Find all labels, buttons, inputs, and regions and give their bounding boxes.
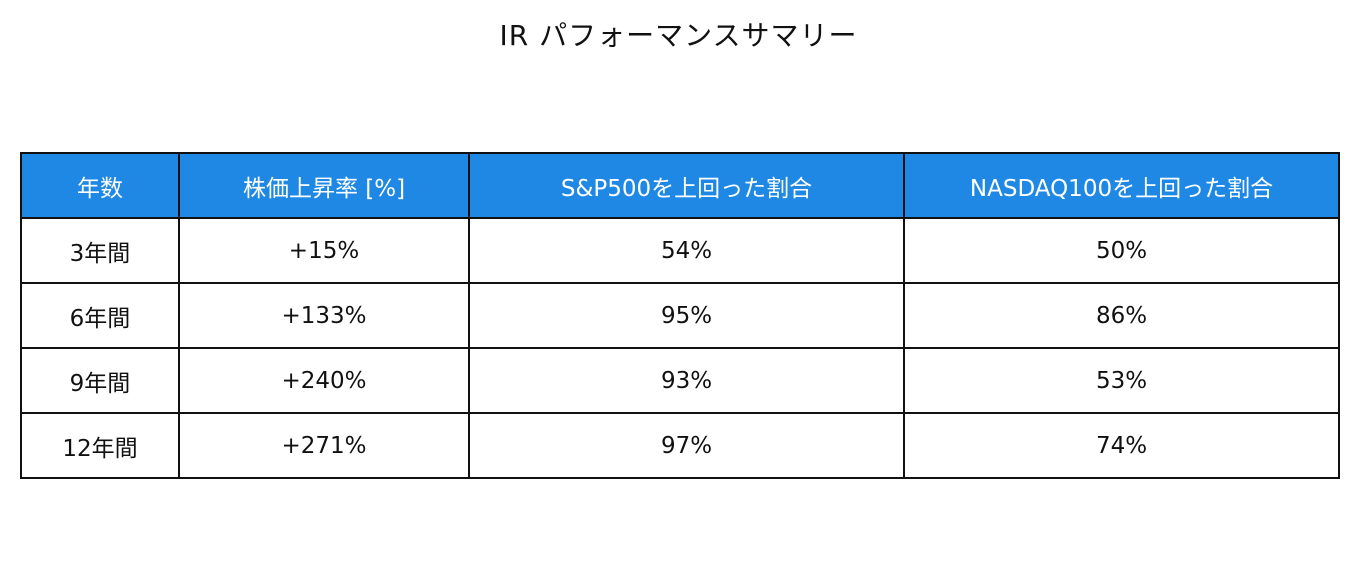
table-cell: +271% bbox=[178, 412, 470, 479]
header-cell: 株価上昇率 [%] bbox=[178, 152, 470, 219]
table-cell: 53% bbox=[903, 347, 1340, 414]
table-row: 12年間 +271% 97% 74% bbox=[20, 412, 1340, 479]
header-cell: S&P500を上回った割合 bbox=[468, 152, 905, 219]
table-row: 3年間 +15% 54% 50% bbox=[20, 217, 1340, 284]
table-cell: 12年間 bbox=[20, 412, 180, 479]
header-cell: 年数 bbox=[20, 152, 180, 219]
table-cell: 93% bbox=[468, 347, 905, 414]
table-cell: +15% bbox=[178, 217, 470, 284]
table-cell: 95% bbox=[468, 282, 905, 349]
table-row: 6年間 +133% 95% 86% bbox=[20, 282, 1340, 349]
header-cell: NASDAQ100を上回った割合 bbox=[903, 152, 1340, 219]
table-cell: 3年間 bbox=[20, 217, 180, 284]
table-body: 3年間 +15% 54% 50% 6年間 +133% 95% 86% 9年間 +240% 93% 53… bbox=[20, 217, 1340, 479]
table-cell: 97% bbox=[468, 412, 905, 479]
table-cell: 86% bbox=[903, 282, 1340, 349]
header-row: 年数 株価上昇率 [%] S&P500を上回った割合 NASDAQ100を上回った割合 bbox=[20, 152, 1340, 219]
table-row: 9年間 +240% 93% 53% bbox=[20, 347, 1340, 414]
table-cell: +240% bbox=[178, 347, 470, 414]
table-cell: 6年間 bbox=[20, 282, 180, 349]
table-cell: 74% bbox=[903, 412, 1340, 479]
table-head: 年数 株価上昇率 [%] S&P500を上回った割合 NASDAQ100を上回った割合 bbox=[20, 152, 1340, 219]
summary-table: 年数 株価上昇率 [%] S&P500を上回った割合 NASDAQ100を上回った割合… bbox=[20, 152, 1340, 479]
table-cell: 54% bbox=[468, 217, 905, 284]
table-cell: 9年間 bbox=[20, 347, 180, 414]
table-cell: +133% bbox=[178, 282, 470, 349]
title: IR パフォーマンスサマリー bbox=[499, 19, 858, 52]
table-cell: 50% bbox=[903, 217, 1340, 284]
